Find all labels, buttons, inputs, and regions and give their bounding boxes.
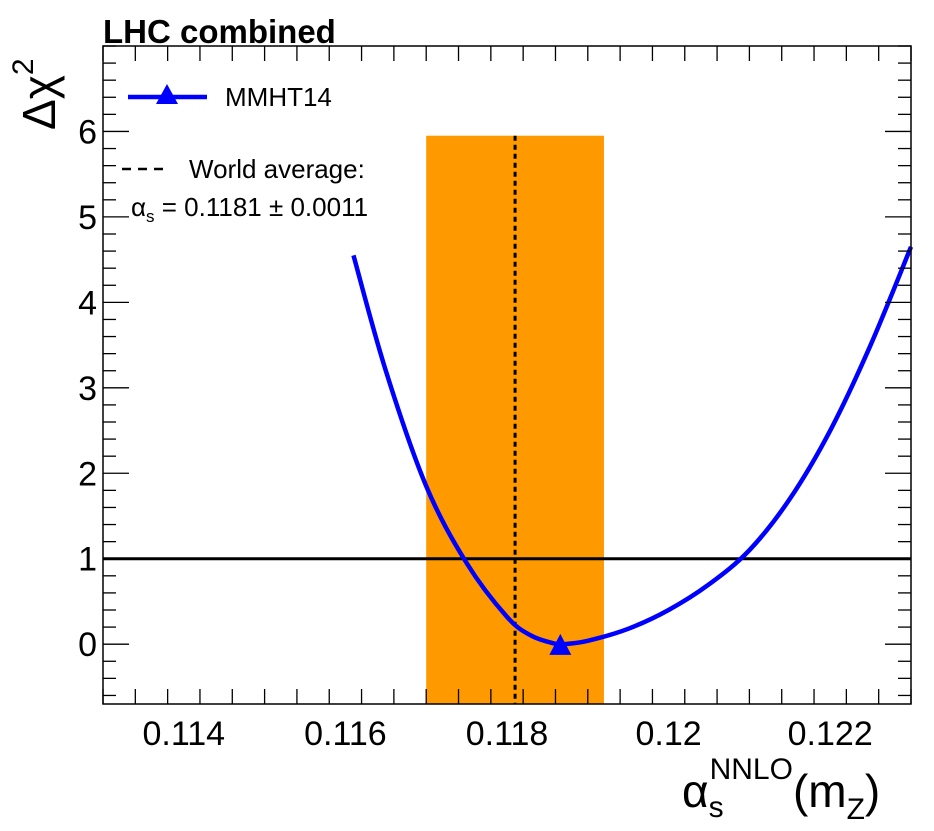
series-mmht14-line (351, 245, 914, 647)
plot-frame (102, 45, 912, 705)
y-axis-title: Δχ2 (7, 58, 65, 130)
y-tick-label: 0 (78, 626, 97, 664)
x-tick-label: 0.12 (636, 715, 702, 753)
legend-mmht14-marker (156, 84, 178, 104)
y-tick-label: 3 (78, 370, 97, 408)
y-tick-label: 5 (78, 199, 97, 237)
x-tick-label: 0.118 (466, 715, 549, 753)
y-tick-label: 4 (78, 284, 97, 322)
y-tick-labels: 0 1 2 3 4 5 6 (78, 113, 97, 664)
y-tick-label: 6 (78, 113, 97, 151)
x-tick-label: 0.114 (143, 715, 226, 753)
series-mmht14-marker (549, 633, 572, 655)
x-tick-labels: 0.114 0.116 0.118 0.12 0.122 (143, 715, 873, 753)
y-tick-label: 2 (78, 455, 97, 493)
x-axis-title: αsNNLO(mZ) (682, 753, 880, 826)
legend: MMHT14 World average: αs = 0.1181 ± 0.00… (122, 82, 368, 226)
y-tick-label: 1 (78, 541, 97, 579)
legend-mmht14-label: MMHT14 (225, 82, 332, 112)
x-tick-label: 0.116 (304, 715, 387, 753)
x-tick-label: 0.122 (788, 715, 873, 753)
chart-title: LHC combined (103, 13, 336, 50)
legend-world-average-value: αs = 0.1181 ± 0.0011 (131, 192, 368, 226)
legend-world-average-label: World average: (189, 154, 365, 184)
